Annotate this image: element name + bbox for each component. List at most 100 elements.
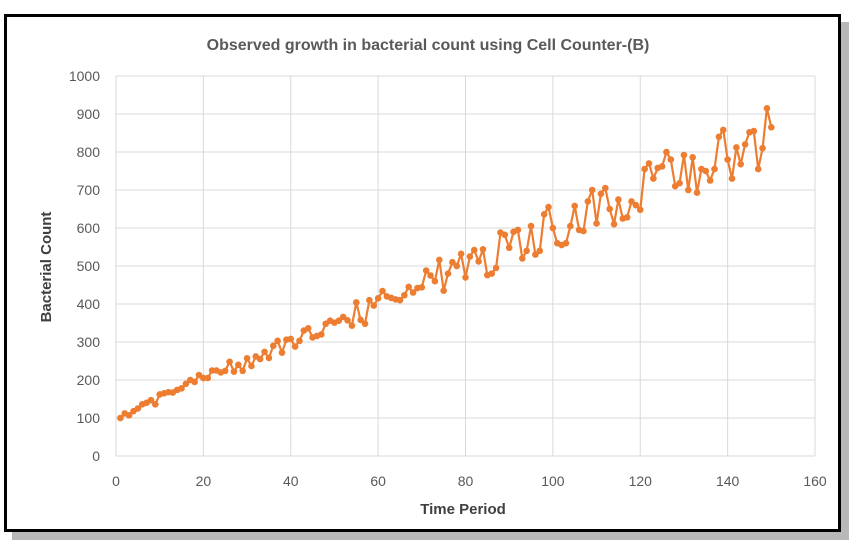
x-axis-ticks: 0 20 40 60 80 100 120 140 160: [112, 473, 827, 489]
x-tick-label: 140: [716, 473, 740, 489]
data-point: [741, 141, 749, 148]
data-point: [348, 322, 356, 329]
data-point: [597, 190, 605, 198]
data-point: [291, 343, 299, 350]
data-point: [396, 296, 404, 304]
y-tick-label: 1000: [69, 68, 100, 84]
data-point: [453, 262, 461, 270]
data-point: [204, 374, 212, 382]
data-point: [235, 361, 242, 369]
data-point: [230, 368, 238, 375]
data-point: [470, 246, 478, 254]
data-point: [719, 126, 727, 134]
data-point: [518, 255, 526, 262]
data-point: [632, 201, 640, 209]
data-point: [401, 291, 408, 299]
series-layer: [117, 105, 775, 422]
y-tick-label: 900: [77, 106, 101, 122]
data-point: [532, 251, 539, 258]
data-point: [763, 105, 771, 112]
x-tick-label: 0: [112, 473, 120, 489]
data-point: [479, 245, 487, 253]
data-point: [737, 160, 745, 168]
data-point: [584, 198, 592, 205]
data-point: [768, 124, 775, 131]
data-point: [650, 175, 657, 182]
data-point: [636, 206, 644, 214]
data-point: [667, 156, 675, 163]
data-point: [409, 289, 417, 296]
data-point: [562, 239, 570, 247]
data-point: [750, 127, 758, 135]
data-point: [422, 267, 430, 274]
x-tick-label: 40: [283, 473, 299, 489]
gridlines: [115, 75, 816, 457]
y-tick-label: 300: [77, 334, 101, 350]
data-point: [658, 163, 666, 170]
data-point: [178, 385, 185, 392]
data-point: [733, 144, 740, 151]
data-point: [689, 154, 696, 161]
data-point: [243, 355, 251, 362]
y-tick-label: 800: [77, 144, 101, 160]
y-tick-label: 100: [77, 410, 101, 426]
data-point: [462, 274, 469, 281]
x-tick-label: 20: [196, 473, 212, 489]
data-point: [540, 211, 548, 218]
data-point: [357, 316, 364, 324]
data-point: [680, 151, 688, 159]
data-point: [435, 256, 443, 264]
data-point: [379, 287, 386, 295]
data-point: [610, 220, 618, 228]
data-point: [536, 247, 544, 255]
data-point: [431, 277, 439, 285]
data-point: [226, 358, 233, 366]
y-tick-label: 400: [77, 296, 101, 312]
chart-frame: [4, 14, 841, 532]
data-point: [588, 186, 596, 194]
data-point: [501, 231, 509, 239]
data-point: [287, 335, 295, 343]
data-point: [545, 203, 552, 211]
data-point: [475, 258, 482, 265]
data-point: [615, 196, 622, 203]
data-point: [125, 412, 133, 419]
data-point: [492, 264, 500, 272]
data-point: [580, 227, 587, 235]
y-axis-label: Bacterial Count: [38, 212, 55, 323]
data-point: [728, 175, 736, 182]
data-point: [374, 295, 382, 302]
data-point: [427, 272, 434, 279]
y-tick-label: 700: [77, 182, 101, 198]
data-point: [663, 148, 670, 156]
data-point: [269, 342, 277, 350]
data-point: [641, 165, 648, 173]
data-point: [361, 320, 369, 328]
data-point: [706, 177, 714, 184]
x-tick-label: 60: [370, 473, 386, 489]
data-point: [645, 160, 653, 167]
data-point: [117, 414, 124, 422]
data-point: [134, 405, 142, 412]
x-tick-label: 120: [629, 473, 653, 489]
data-point: [296, 337, 303, 345]
data-point: [602, 184, 609, 192]
data-point: [256, 355, 264, 363]
data-point: [514, 226, 522, 234]
data-point: [715, 133, 723, 141]
data-point: [606, 205, 613, 213]
chart-title: Observed growth in bacterial count using…: [207, 37, 650, 54]
data-point: [261, 348, 268, 356]
data-point: [440, 287, 447, 295]
data-point: [449, 258, 456, 266]
y-tick-label: 600: [77, 220, 101, 236]
data-point: [571, 202, 579, 210]
data-point: [265, 354, 273, 362]
data-point: [702, 167, 710, 175]
data-point: [711, 165, 718, 173]
data-point: [352, 299, 360, 306]
data-point: [754, 165, 762, 173]
data-point: [527, 222, 535, 230]
y-tick-label: 0: [92, 448, 100, 464]
data-point: [304, 325, 312, 332]
